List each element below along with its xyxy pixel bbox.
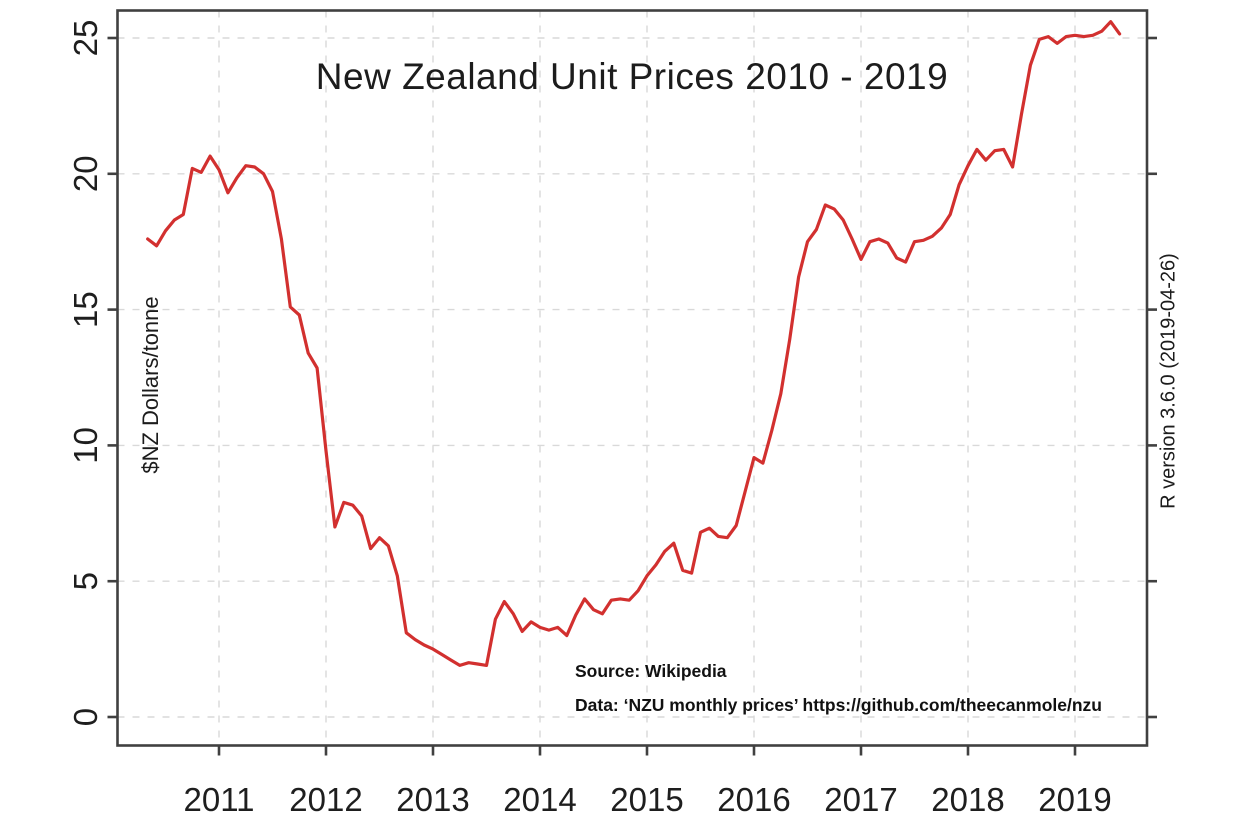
plot-box <box>116 9 1149 747</box>
data-annotation: Data: ‘NZU monthly prices’ https://githu… <box>575 695 1102 715</box>
x-tick-label: 2013 <box>396 781 469 818</box>
y-tick-label: 25 <box>67 20 104 57</box>
x-tick-label: 2011 <box>184 781 255 818</box>
x-tick-label: 2014 <box>503 781 576 818</box>
chart-title: New Zealand Unit Prices 2010 - 2019 <box>315 56 949 97</box>
x-tick-label: 2016 <box>717 781 790 818</box>
source-annotation: Source: Wikipedia <box>575 661 727 681</box>
r-version-note: R version 3.6.0 (2019-04-26) <box>1157 253 1180 509</box>
y-tick-label: 15 <box>67 291 104 328</box>
price-line <box>146 20 1122 668</box>
y-tick-label: 0 <box>67 708 104 726</box>
y-axis-title: $NZ Dollars/tonne <box>138 296 163 474</box>
x-tick-label: 2018 <box>931 781 1004 818</box>
x-tick-label: 2012 <box>289 781 362 818</box>
y-tick-label: 5 <box>67 572 104 590</box>
x-tick-label: 2019 <box>1038 781 1111 818</box>
x-tick-label: 2015 <box>610 781 683 818</box>
y-tick-label: 20 <box>67 155 104 192</box>
y-tick-label: 10 <box>67 427 104 464</box>
x-tick-label: 2017 <box>824 781 897 818</box>
